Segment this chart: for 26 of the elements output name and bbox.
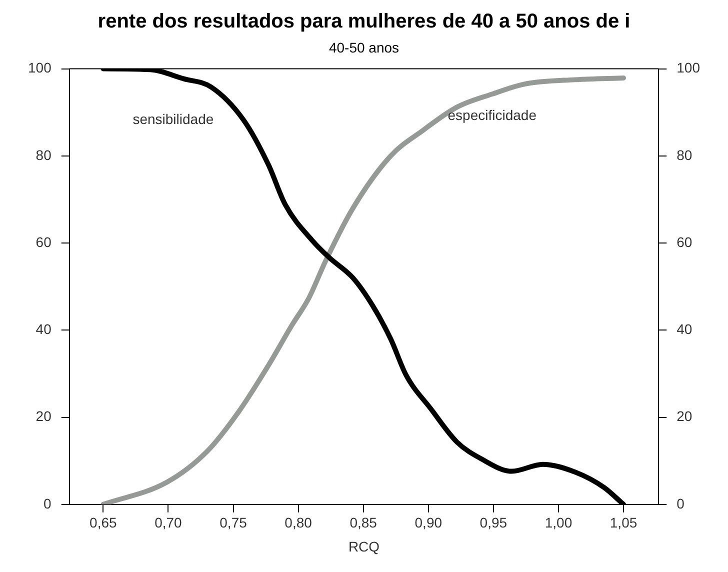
x-tick-label: 0,75 bbox=[220, 514, 248, 531]
y-tick-label: 80 bbox=[36, 146, 52, 163]
y2-tick-label: 80 bbox=[676, 146, 692, 163]
x-tick-label: 1,00 bbox=[544, 514, 572, 531]
y2-tick-label: 100 bbox=[676, 60, 700, 76]
series-label: sensibilidade bbox=[132, 111, 214, 128]
y-tick-label: 60 bbox=[36, 234, 52, 250]
y-tick-label: 0 bbox=[44, 495, 52, 512]
y-tick-label: 20 bbox=[36, 408, 52, 424]
x-axis-title: RCQ bbox=[348, 538, 380, 554]
y2-tick-label: 40 bbox=[676, 321, 692, 338]
x-tick-label: 1,05 bbox=[610, 514, 638, 531]
y2-tick-label: 0 bbox=[676, 495, 685, 512]
chart-subtitle: 40-50 anos bbox=[328, 39, 400, 56]
x-tick-label: 0,90 bbox=[414, 514, 442, 531]
y-tick-label: 40 bbox=[36, 321, 52, 338]
x-tick-label: 0,95 bbox=[480, 514, 508, 531]
x-tick-label: 0,70 bbox=[154, 514, 182, 531]
x-tick-label: 0,80 bbox=[284, 514, 312, 531]
y2-tick-label: 20 bbox=[676, 408, 692, 424]
series-label: especificidade bbox=[448, 106, 537, 123]
chart-title: rente dos resultados para mulheres de 40 a 50 anos de i bbox=[98, 10, 630, 33]
x-tick-label: 0,65 bbox=[90, 514, 118, 531]
y2-tick-label: 60 bbox=[676, 234, 692, 250]
x-tick-label: 0,85 bbox=[350, 514, 378, 531]
y-tick-label: 100 bbox=[28, 60, 52, 76]
